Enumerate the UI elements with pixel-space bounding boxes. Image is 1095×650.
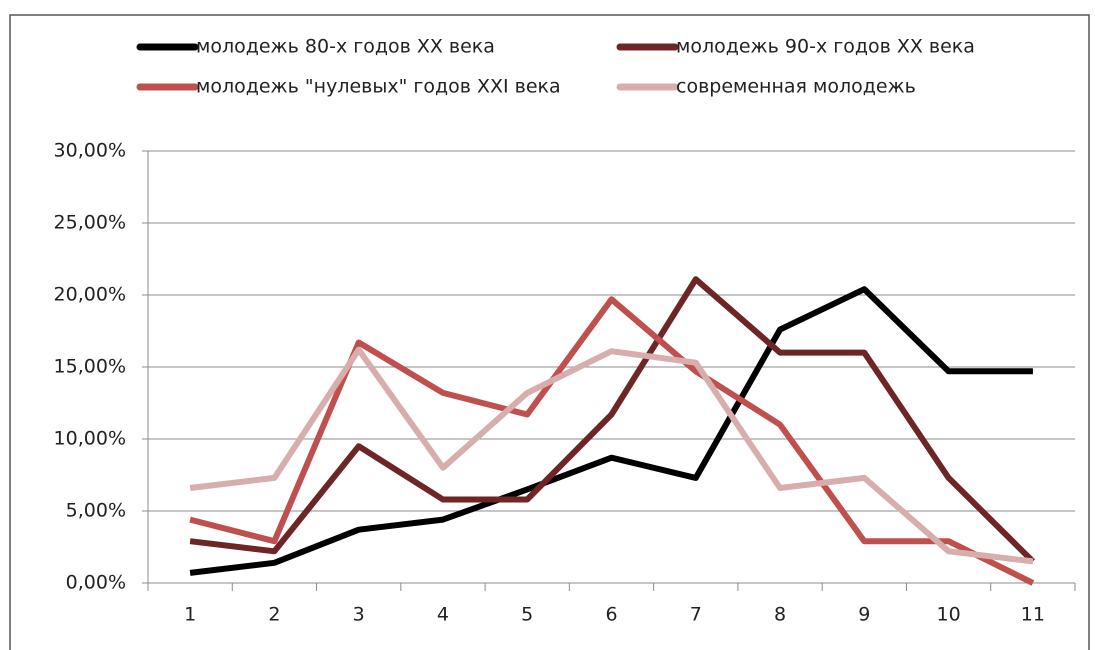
x-tick-label: 9	[858, 604, 870, 626]
y-tick-label: 5,00%	[66, 500, 126, 522]
series-line	[189, 286, 1033, 576]
series-line	[189, 346, 1034, 565]
x-tick-label: 3	[353, 604, 365, 626]
legend-label: молодежь 80-х годов XX века	[196, 36, 495, 58]
legend-label: молодежь "нулевых" годов XXI века	[196, 76, 561, 98]
x-tick-label: 8	[774, 604, 786, 626]
series-line	[189, 276, 1036, 564]
x-tick-label: 6	[605, 604, 617, 626]
x-tick-label: 2	[268, 604, 280, 626]
x-tick-label: 11	[1021, 604, 1045, 626]
legend-label: молодежь 90-х годов XX века	[676, 36, 975, 58]
y-tick-label: 0,00%	[66, 572, 126, 594]
y-tick-label: 15,00%	[54, 356, 126, 378]
x-tick-label: 4	[437, 604, 449, 626]
series-line	[189, 296, 1035, 586]
y-tick-label: 20,00%	[54, 284, 126, 306]
x-tick-label: 5	[521, 604, 533, 626]
y-tick-label: 30,00%	[54, 140, 126, 162]
x-tick-label: 1	[184, 604, 196, 626]
y-tick-label: 10,00%	[54, 428, 126, 450]
y-tick-label: 25,00%	[54, 212, 126, 234]
chart-frame	[9, 14, 1090, 650]
x-tick-label: 10	[936, 604, 960, 626]
legend-label: современная молодежь	[676, 76, 916, 98]
x-tick-label: 7	[690, 604, 702, 626]
